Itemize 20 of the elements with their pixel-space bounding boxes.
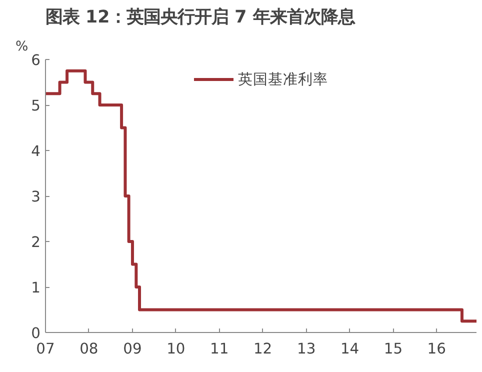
x-tick-label: 13	[297, 340, 316, 358]
legend-label: 英国基准利率	[238, 70, 328, 88]
y-tick-label: 4	[31, 143, 41, 160]
y-tick-label: 2	[31, 234, 41, 251]
x-tick-label: 08	[80, 340, 98, 358]
x-tick-label: 12	[253, 340, 272, 358]
x-tick-label: 16	[427, 340, 446, 358]
y-tick-label: 5	[31, 98, 41, 114]
chart-title: 图表 12：英国央行开启 7 年来首次降息	[46, 8, 356, 28]
y-tick-label: 6	[31, 52, 41, 69]
x-tick-label: 14	[340, 340, 360, 358]
y-tick-label: 3	[31, 188, 41, 206]
x-tick-label: 10	[166, 340, 186, 358]
y-tick-label: 0	[31, 325, 41, 342]
x-tick-label: 11	[210, 340, 229, 358]
x-tick-label: 07	[36, 340, 55, 358]
y-axis-title: %	[16, 40, 28, 54]
y-tick-label: 1	[31, 280, 41, 296]
x-tick-label: 09	[123, 340, 142, 358]
x-tick-label: 15	[384, 340, 403, 358]
